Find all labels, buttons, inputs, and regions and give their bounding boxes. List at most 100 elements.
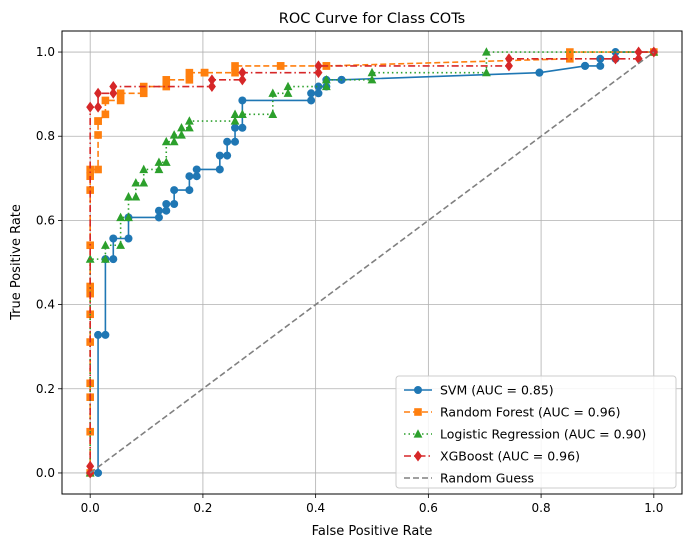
series-line [89,51,655,474]
data-point [314,89,323,98]
data-point [314,82,323,91]
data-point [307,89,316,98]
data-point [238,67,247,79]
y-tick-label: 0.2 [36,382,55,396]
data-point [314,60,323,72]
data-point [101,240,110,249]
x-axis-label: False Positive Rate [312,524,433,539]
series-layer [85,46,659,479]
data-point [223,137,232,146]
data-point [596,61,605,70]
data-point [207,74,216,86]
data-point [185,68,194,77]
data-point [116,96,125,105]
data-point [321,81,331,91]
legend-marker [413,429,423,438]
data-point [139,178,149,187]
data-point [184,116,194,125]
legend-label: XGBoost (AUC = 0.96) [440,449,580,464]
data-point [367,67,377,77]
data-point [207,81,216,93]
data-point [161,157,171,166]
data-point [185,186,194,195]
data-point [268,109,278,118]
x-tick-label: 0.0 [81,501,100,515]
data-point [94,165,102,174]
data-point [169,130,179,139]
data-point [94,117,102,125]
data-point [649,46,658,58]
legend-label: SVM (AUC = 0.85) [440,383,554,398]
y-tick-label: 0.4 [36,298,55,312]
data-point [223,151,232,160]
data-point [238,96,247,105]
data-point [101,254,110,263]
data-point [184,123,194,132]
data-point [268,88,278,97]
data-point [314,67,323,79]
data-point [162,76,171,84]
data-point [116,240,126,249]
series-4 [89,51,655,474]
x-tick-label: 0.8 [532,501,551,515]
data-point [94,131,102,139]
data-point [200,68,209,77]
data-point [86,186,94,194]
data-point [215,151,224,160]
data-point [116,89,125,98]
data-point [86,460,95,472]
data-point [566,54,574,63]
data-point [504,53,513,65]
data-point [230,109,240,118]
data-point [109,255,118,264]
data-point [101,330,110,339]
legend: SVM (AUC = 0.85) Random Forest (AUC = 0.9… [395,375,677,489]
data-point [124,212,133,222]
data-point [86,282,94,291]
data-point [86,165,94,174]
data-point [634,46,643,58]
data-point [139,89,148,98]
y-tick-label: 0.6 [36,213,55,227]
data-point [131,192,141,201]
data-point [109,234,118,243]
data-point [321,75,331,84]
x-tick-label: 0.6 [419,501,438,515]
data-point [116,212,126,222]
data-point [169,136,179,146]
grid [62,31,682,494]
data-point [94,468,103,477]
data-point [535,68,544,77]
data-point [177,130,186,139]
data-point [276,62,285,70]
legend-marker [414,450,422,462]
data-point [611,53,620,65]
legend-box [395,375,677,489]
data-point [109,81,118,93]
x-tick-label: 1.0 [644,501,663,515]
data-point [307,96,316,105]
data-point [101,96,110,105]
data-point [124,192,133,201]
data-point [215,165,224,174]
data-point [154,157,164,166]
data-point [283,88,293,97]
y-tick-label: 0.8 [36,129,55,143]
data-point [154,206,163,215]
data-point [162,82,171,91]
legend-marker [414,408,422,416]
series-2 [85,47,659,477]
data-point [170,186,179,195]
data-point [238,74,247,86]
data-point [185,172,194,181]
legend-label: Random Forest (AUC = 0.96) [440,405,621,420]
data-point [237,109,247,118]
data-point [154,164,164,174]
series-0 [86,48,658,477]
data-point [94,101,103,113]
data-point [161,136,171,146]
y-axis-label: True Positive Rate [9,204,24,321]
data-point [154,213,163,222]
y-tick-label: 1.0 [36,45,55,59]
